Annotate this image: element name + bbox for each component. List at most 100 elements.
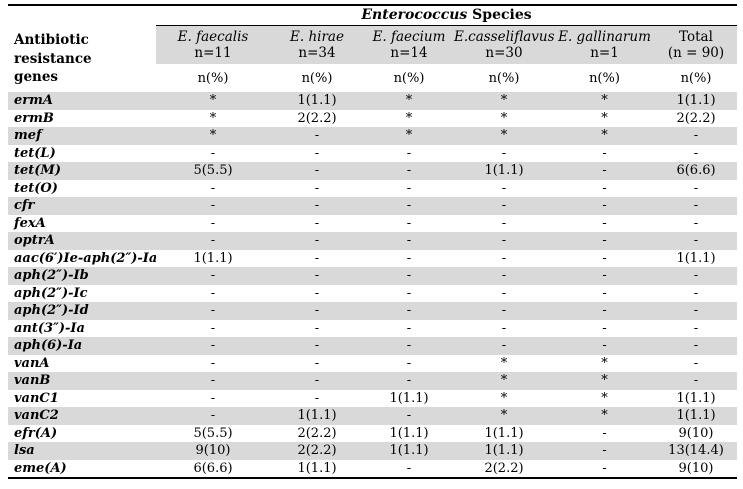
value-cell: 1(1.1)	[484, 425, 524, 441]
table-row: aph(2″)-Ic - - - - - -	[8, 284, 737, 302]
value-cell: 1(1.1)	[389, 390, 429, 406]
value-cell: 13(14.4)	[668, 443, 724, 458]
value-cell: -	[602, 320, 607, 336]
unit-label-cell: n(%)	[270, 64, 364, 92]
value-cell: 9(10)	[678, 460, 714, 476]
value-cell: *	[405, 128, 413, 143]
value-cell: -	[406, 198, 412, 213]
group-title-genus: Enterococcus	[361, 7, 468, 23]
value-cell: -	[314, 303, 320, 318]
value-cell: *	[601, 408, 608, 423]
value-cell: -	[314, 215, 320, 231]
table-row: cfr - - - - - -	[8, 197, 737, 215]
value-cell: *	[601, 373, 608, 388]
value-cell: *	[601, 110, 608, 126]
table-row: ermA * 1(1.1) * * * 1(1.1)	[8, 92, 737, 110]
value-cell: 1(1.1)	[676, 250, 716, 266]
value-cell: -	[210, 180, 216, 196]
species-column-header: E. gallinarum n=1	[554, 25, 655, 64]
species-sample-count: n=30	[485, 45, 523, 61]
value-cell: -	[406, 163, 412, 178]
value-cell: -	[314, 233, 320, 248]
value-cell: 1(1.1)	[484, 163, 524, 178]
gene-name: tet(L)	[14, 145, 56, 161]
value-cell: -	[501, 285, 507, 301]
value-cell: -	[693, 233, 699, 248]
genes-header-line2: genes	[14, 68, 59, 85]
value-cell: -	[693, 320, 699, 336]
value-cell: -	[693, 180, 699, 196]
table-row: vanB - - - * * -	[8, 372, 737, 390]
gene-name: vanA	[14, 355, 50, 371]
value-cell: 5(5.5)	[193, 425, 233, 441]
value-cell: -	[501, 215, 507, 231]
gene-name: lsa	[14, 443, 35, 458]
value-cell: 5(5.5)	[193, 163, 233, 178]
value-cell: -	[602, 180, 607, 196]
value-cell: *	[405, 110, 413, 126]
value-cell: -	[210, 320, 216, 336]
species-column-header: E. hirae n=34	[270, 25, 364, 64]
value-cell: -	[693, 215, 699, 231]
value-cell: -	[693, 198, 699, 213]
value-cell: -	[693, 373, 699, 388]
value-cell: -	[501, 268, 507, 283]
species-sample-count: (n = 90)	[667, 45, 725, 61]
value-cell: -	[406, 268, 412, 283]
value-cell: 2(2.2)	[297, 443, 337, 458]
unit-label-cell: n(%)	[156, 64, 270, 92]
value-cell: -	[314, 268, 320, 283]
value-cell: -	[406, 250, 412, 266]
gene-name: aac(6′)Ie-aph(2″)-Ia	[14, 250, 156, 266]
species-header-row: Antibiotic resistance genes E. faecalis n…	[8, 25, 737, 92]
gene-name: aph(2″)-Ib	[14, 268, 89, 283]
gene-name: ermA	[14, 93, 53, 108]
table-row: aph(2″)-Ib - - - - - -	[8, 267, 737, 285]
value-cell: 2(2.2)	[297, 110, 337, 126]
value-cell: -	[210, 355, 216, 371]
value-cell: -	[602, 215, 607, 231]
value-cell: -	[602, 198, 607, 213]
table-row: aph(6)-Ia - - - - - -	[8, 337, 737, 355]
value-cell: *	[500, 355, 508, 371]
gene-name: cfr	[14, 198, 35, 213]
unit-label-cell: n(%)	[454, 64, 554, 92]
value-cell: *	[500, 110, 508, 126]
value-cell: 9(10)	[678, 425, 714, 441]
value-cell: -	[314, 128, 320, 143]
value-cell: 1(1.1)	[676, 390, 716, 406]
gene-name: aph(2″)-Ic	[14, 285, 88, 301]
gene-name: tet(M)	[14, 163, 61, 178]
value-cell: -	[406, 180, 412, 196]
gene-name: aph(2″)-Id	[14, 303, 89, 318]
value-cell: -	[602, 250, 607, 266]
value-cell: 1(1.1)	[297, 408, 337, 423]
unit-label-cell: n(%)	[364, 64, 454, 92]
value-cell: -	[501, 180, 507, 196]
table-row: tet(M) 5(5.5) - - 1(1.1) - 6(6.6)	[8, 162, 737, 180]
species-sample-count: n=11	[194, 45, 232, 61]
value-cell: -	[693, 145, 699, 161]
value-cell: -	[406, 215, 412, 231]
value-cell: *	[601, 93, 608, 108]
gene-name: vanB	[14, 373, 51, 388]
value-cell: -	[406, 145, 412, 161]
group-title-rest: Species	[472, 7, 532, 23]
species-group-header-row: Enterococcus Species	[8, 5, 737, 26]
unit-header-row: n(%) n(%) n(%) n(%) n(%) n(%)	[8, 64, 737, 92]
value-cell: -	[406, 338, 412, 353]
value-cell: 2(2.2)	[484, 460, 524, 476]
value-cell: -	[210, 285, 216, 301]
value-cell: 1(1.1)	[297, 460, 337, 476]
value-cell: -	[210, 303, 216, 318]
gene-name: ermB	[14, 110, 54, 126]
value-cell: *	[209, 110, 217, 126]
gene-name: tet(O)	[14, 180, 58, 196]
value-cell: -	[314, 285, 320, 301]
value-cell: -	[314, 250, 320, 266]
value-cell: -	[314, 180, 320, 196]
species-column-header: E. faecalis n=11	[156, 25, 270, 64]
table-row: eme(A) 6(6.6) 1(1.1) - 2(2.2) - 9(10)	[8, 459, 737, 478]
table-row: mef * - * * * -	[8, 127, 737, 145]
